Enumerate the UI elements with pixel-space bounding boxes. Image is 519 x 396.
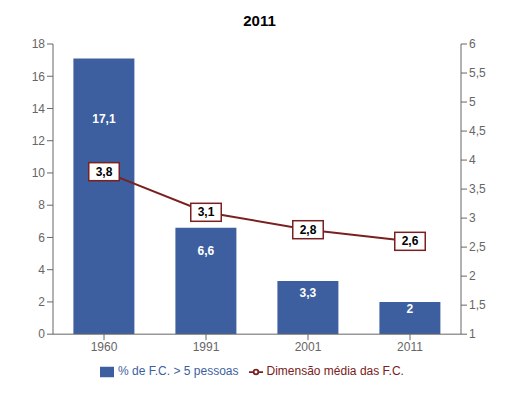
svg-text:16: 16 xyxy=(32,70,46,84)
svg-text:12: 12 xyxy=(32,134,46,148)
svg-text:2: 2 xyxy=(407,302,414,316)
svg-text:4,5: 4,5 xyxy=(469,124,486,138)
svg-text:1,5: 1,5 xyxy=(469,298,486,312)
svg-text:2,6: 2,6 xyxy=(402,234,419,248)
svg-text:2: 2 xyxy=(469,269,476,283)
svg-text:3,1: 3,1 xyxy=(198,205,215,219)
svg-text:0: 0 xyxy=(38,327,45,341)
svg-text:5,5: 5,5 xyxy=(469,66,486,80)
svg-text:6: 6 xyxy=(469,37,476,51)
svg-text:14: 14 xyxy=(32,102,46,116)
svg-text:8: 8 xyxy=(38,198,45,212)
svg-text:1960: 1960 xyxy=(91,340,118,354)
svg-text:3: 3 xyxy=(469,211,476,225)
svg-text:2,8: 2,8 xyxy=(300,223,317,237)
svg-text:2001: 2001 xyxy=(295,340,322,354)
svg-text:17,1: 17,1 xyxy=(92,112,116,126)
svg-text:2,5: 2,5 xyxy=(469,240,486,254)
svg-text:18: 18 xyxy=(32,37,46,51)
svg-text:3,8: 3,8 xyxy=(96,165,113,179)
svg-text:5: 5 xyxy=(469,95,476,109)
svg-text:2: 2 xyxy=(38,295,45,309)
svg-text:10: 10 xyxy=(32,166,46,180)
svg-text:4: 4 xyxy=(469,153,476,167)
svg-text:2011: 2011 xyxy=(397,340,423,354)
svg-text:3,5: 3,5 xyxy=(469,182,486,196)
svg-text:4: 4 xyxy=(38,263,45,277)
svg-text:6: 6 xyxy=(38,231,45,245)
svg-text:1991: 1991 xyxy=(193,340,220,354)
svg-text:6,6: 6,6 xyxy=(198,244,215,258)
svg-text:1: 1 xyxy=(469,327,476,341)
html-text:Dimensão média das F.C.: Dimensão média das F.C. xyxy=(266,364,404,379)
html-text:2011: 2011 xyxy=(243,12,276,29)
html-text:% de F.C. > 5 pessoas: % de F.C. > 5 pessoas xyxy=(118,364,239,379)
svg-text:3,3: 3,3 xyxy=(300,286,317,300)
